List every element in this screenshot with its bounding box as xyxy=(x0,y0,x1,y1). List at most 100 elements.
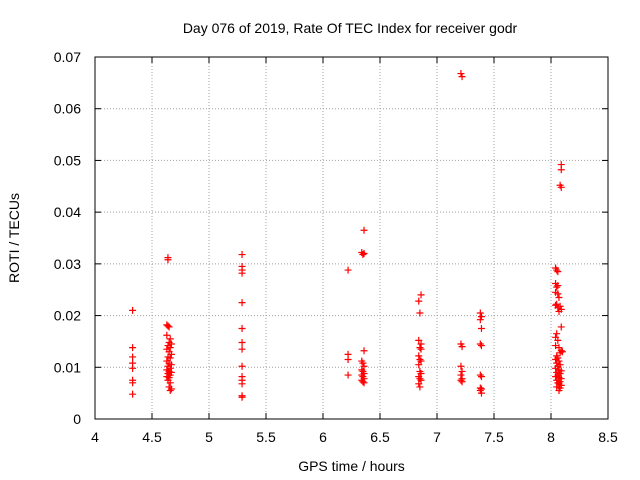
data-point xyxy=(553,359,561,367)
x-tick-label: 6.5 xyxy=(370,429,390,445)
data-point xyxy=(552,364,560,372)
data-point xyxy=(553,283,561,291)
data-point xyxy=(129,379,137,387)
data-point xyxy=(457,362,465,370)
data-point xyxy=(417,345,425,353)
data-point xyxy=(458,378,466,386)
data-point xyxy=(129,344,137,352)
data-point xyxy=(557,183,565,191)
data-point xyxy=(238,345,246,353)
data-point xyxy=(164,256,172,264)
data-point xyxy=(359,378,367,386)
data-point xyxy=(344,356,352,364)
data-point xyxy=(553,266,561,274)
data-point xyxy=(552,373,560,381)
data-point xyxy=(416,344,424,352)
data-point xyxy=(555,293,563,301)
data-point xyxy=(344,266,352,274)
data-point xyxy=(238,338,246,346)
data-point xyxy=(416,356,424,364)
data-point xyxy=(360,362,368,370)
data-point xyxy=(359,251,367,259)
data-point xyxy=(416,383,424,391)
data-point xyxy=(415,352,423,360)
data-point xyxy=(416,375,424,383)
data-point xyxy=(457,376,465,384)
data-point xyxy=(554,290,562,298)
data-point xyxy=(164,322,172,330)
plot-frame xyxy=(94,56,609,420)
data-point xyxy=(238,269,246,277)
data-point xyxy=(477,325,485,332)
data-point xyxy=(476,371,484,379)
data-point xyxy=(554,282,562,290)
data-point xyxy=(360,250,368,258)
x-tick-label: 4 xyxy=(91,429,99,445)
data-point xyxy=(129,306,137,314)
data-point xyxy=(238,325,246,332)
data-point xyxy=(457,70,465,78)
data-point xyxy=(553,383,561,391)
data-point xyxy=(344,371,352,379)
data-point xyxy=(166,344,174,352)
x-tick-label: 6 xyxy=(319,429,327,445)
data-point xyxy=(556,349,564,357)
data-point xyxy=(165,323,173,331)
data-point xyxy=(458,367,466,375)
data-point xyxy=(552,356,560,364)
data-point xyxy=(417,291,425,299)
chart-title: Day 076 of 2019, Rate Of TEC Index for r… xyxy=(183,20,518,36)
x-tick-label: 8.5 xyxy=(598,429,618,445)
data-point xyxy=(415,297,423,305)
y-tick-label: 0.01 xyxy=(54,359,81,375)
x-tick-label: 8 xyxy=(547,429,555,445)
data-point xyxy=(557,323,565,331)
data-point xyxy=(553,330,561,338)
y-tick-label: 0.05 xyxy=(54,152,81,168)
data-point xyxy=(458,73,466,81)
x-tick-label: 5.5 xyxy=(256,429,276,445)
data-point xyxy=(360,379,368,387)
data-point xyxy=(238,362,246,370)
data-point xyxy=(415,380,423,388)
x-axis-label: GPS time / hours xyxy=(298,458,405,474)
data-point xyxy=(167,385,175,393)
x-tick-label: 7.5 xyxy=(484,429,504,445)
data-point xyxy=(476,340,484,348)
data-point xyxy=(238,380,246,388)
x-tick-label: 7 xyxy=(433,429,441,445)
data-point xyxy=(477,313,485,321)
data-point xyxy=(129,364,137,372)
data-point xyxy=(476,309,484,317)
y-axis-label: ROTI / TECUs xyxy=(6,193,22,283)
data-point xyxy=(415,361,423,369)
data-point xyxy=(166,335,174,343)
data-point xyxy=(238,393,246,401)
data-point xyxy=(166,354,174,362)
data-point xyxy=(476,316,484,324)
data-point xyxy=(417,376,425,384)
data-point xyxy=(238,251,246,259)
grid-lines xyxy=(95,57,608,419)
data-point xyxy=(129,353,137,361)
data-point xyxy=(360,347,368,355)
data-point xyxy=(167,361,175,369)
data-point xyxy=(477,389,485,397)
data-point xyxy=(557,166,565,174)
data-point xyxy=(554,304,562,312)
data-point xyxy=(554,268,562,276)
data-point xyxy=(360,226,368,234)
data-point xyxy=(238,299,246,307)
data-point xyxy=(555,387,563,395)
data-point xyxy=(166,364,174,372)
x-tick-label: 4.5 xyxy=(142,429,162,445)
data-points xyxy=(129,70,566,401)
data-point xyxy=(557,375,565,383)
data-point xyxy=(416,309,424,317)
data-point xyxy=(359,359,367,367)
data-point xyxy=(167,340,175,348)
y-tick-label: 0.06 xyxy=(54,101,81,117)
x-tick-label: 5 xyxy=(205,429,213,445)
y-tick-label: 0.02 xyxy=(54,308,81,324)
